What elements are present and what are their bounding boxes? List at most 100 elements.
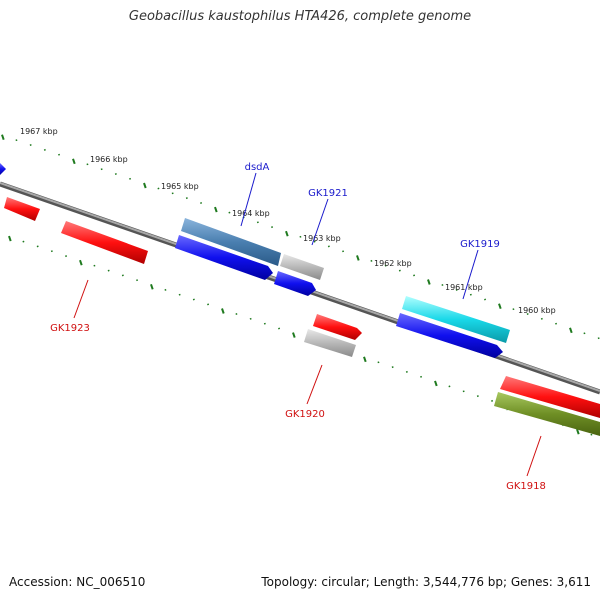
minor-tick <box>157 187 160 190</box>
major-tick <box>8 235 12 242</box>
minor-tick <box>413 274 416 277</box>
minor-tick <box>462 390 465 393</box>
minor-tick <box>192 298 195 301</box>
minor-tick <box>15 139 18 142</box>
major-tick <box>292 332 296 338</box>
minor-tick <box>590 433 593 436</box>
gene-arrow-gk1920[interactable] <box>304 329 356 357</box>
minor-tick <box>171 192 174 195</box>
major-tick <box>569 327 573 334</box>
major-tick <box>150 283 154 290</box>
minor-tick <box>420 375 423 378</box>
gene-arrow-blue-1[interactable] <box>175 235 273 280</box>
gene-label-dsda[interactable]: dsdA <box>245 162 270 173</box>
minor-tick <box>263 322 266 325</box>
minor-tick <box>455 288 458 291</box>
major-tick <box>221 308 225 314</box>
minor-tick <box>50 250 53 253</box>
leader-gk1920 <box>306 364 323 405</box>
kbp-label-1960: 1960 kbp <box>518 306 556 315</box>
kbp-label-1964: 1964 kbp <box>232 209 270 218</box>
minor-tick <box>441 284 444 286</box>
major-tick <box>1 134 5 141</box>
gene-arrow-gk1919[interactable] <box>402 296 510 343</box>
minor-tick <box>540 317 543 320</box>
gene-arrow-gk1918[interactable] <box>494 392 600 436</box>
leader-gk1923 <box>73 279 89 319</box>
gene-label-gk1923[interactable]: GK1923 <box>50 323 90 334</box>
minor-tick <box>58 153 61 156</box>
minor-tick <box>391 366 394 369</box>
major-tick <box>498 303 502 310</box>
minor-tick <box>469 293 472 296</box>
gene-label-gk1918[interactable]: GK1918 <box>506 481 546 492</box>
minor-tick <box>65 255 68 258</box>
gene-features <box>0 163 600 436</box>
leader-gk1918 <box>526 435 542 477</box>
minor-tick <box>86 163 89 166</box>
minor-tick <box>121 274 124 277</box>
minor-tick <box>555 322 558 325</box>
minor-tick <box>448 385 451 388</box>
major-tick <box>434 380 438 387</box>
major-tick <box>79 259 83 266</box>
minor-tick <box>405 370 408 373</box>
gene-label-gk1919[interactable]: GK1919 <box>460 239 500 250</box>
minor-tick <box>100 168 103 171</box>
minor-tick <box>185 197 188 200</box>
minor-tick <box>22 240 25 243</box>
leader-gk1921 <box>311 198 329 246</box>
gene-arrow-gk1923[interactable] <box>61 221 148 264</box>
gene-arrow-red-small[interactable] <box>4 197 40 221</box>
gene-arrow-blue-3[interactable] <box>396 313 503 358</box>
gene-arrow-dsda[interactable] <box>181 218 281 266</box>
gene-label-gk1920[interactable]: GK1920 <box>285 409 325 420</box>
minor-tick <box>228 211 231 214</box>
kbp-label-1962: 1962 kbp <box>374 259 412 268</box>
accession-text: Accession: NC_006510 <box>9 575 146 589</box>
kbp-label-1963: 1963 kbp <box>303 234 341 243</box>
minor-tick <box>249 317 252 320</box>
minor-tick <box>200 202 203 204</box>
gene-arrow-blue-partial[interactable] <box>0 163 6 175</box>
kbp-label-1966: 1966 kbp <box>90 155 128 164</box>
major-tick <box>427 279 431 285</box>
leader-gk1919 <box>462 249 479 300</box>
minor-tick <box>484 298 487 301</box>
genome-summary-text: Topology: circular; Length: 3,544,776 bp… <box>261 575 591 589</box>
gene-arrow-blue-2[interactable] <box>274 271 316 296</box>
minor-tick <box>178 293 181 296</box>
gene-arrow-gk1921[interactable] <box>280 254 324 280</box>
leader-dsda <box>240 172 257 227</box>
gene-label-gk1921[interactable]: GK1921 <box>308 188 348 199</box>
minor-tick <box>512 308 515 311</box>
minor-tick <box>342 250 345 253</box>
outer-tick-ring <box>1 134 600 340</box>
minor-tick <box>476 395 479 398</box>
minor-tick <box>129 177 132 180</box>
minor-tick <box>583 332 586 335</box>
minor-tick <box>136 279 139 282</box>
kbp-label-1965: 1965 kbp <box>161 182 199 191</box>
minor-tick <box>398 269 401 272</box>
major-tick <box>356 255 360 261</box>
minor-tick <box>36 245 39 248</box>
minor-tick <box>384 264 387 267</box>
gene-arrow-red-2[interactable] <box>313 314 362 340</box>
kbp-label-1967: 1967 kbp <box>20 127 58 136</box>
map-title: Geobacillus kaustophilus HTA426, complet… <box>128 9 472 24</box>
minor-tick <box>207 303 210 306</box>
minor-tick <box>597 337 600 340</box>
minor-tick <box>93 264 96 267</box>
minor-tick <box>114 173 117 175</box>
minor-tick <box>377 361 380 364</box>
minor-tick <box>491 399 494 402</box>
gene-arrow-red-3[interactable] <box>500 376 600 418</box>
major-tick <box>363 356 367 363</box>
minor-tick <box>43 148 46 151</box>
minor-tick <box>327 245 330 248</box>
minor-tick <box>526 313 529 315</box>
major-tick <box>72 158 76 165</box>
label-leaders <box>73 172 542 477</box>
